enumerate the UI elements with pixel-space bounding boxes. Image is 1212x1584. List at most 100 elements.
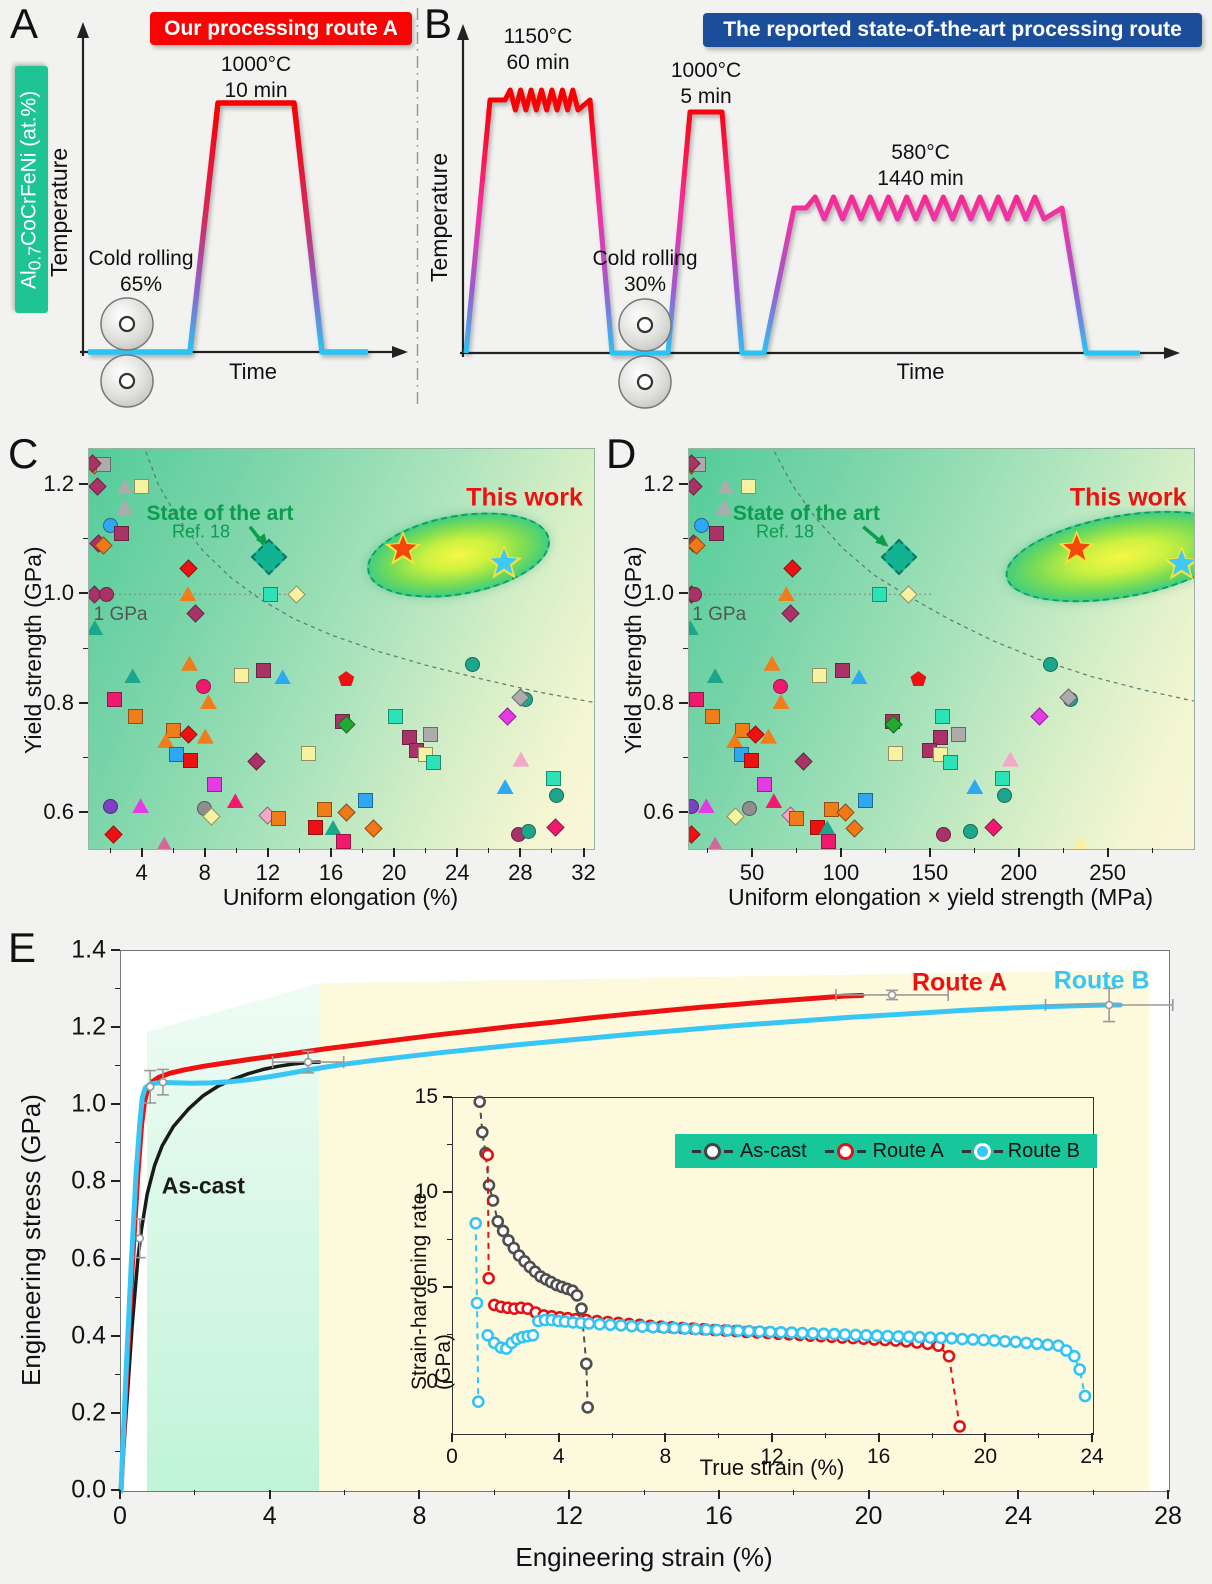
x-minor-tick — [793, 1490, 795, 1495]
x-tick-mark — [1167, 1490, 1169, 1499]
scatter-point — [858, 793, 874, 809]
y-minor-tick — [683, 647, 688, 649]
panel-e-letter: E — [8, 924, 37, 971]
y-tick-label: 0.6 — [643, 799, 674, 825]
scatter-point — [994, 771, 1010, 787]
panel-b-y-axis-label: Temperature — [426, 152, 452, 283]
y-minor-tick — [447, 1143, 452, 1145]
scatter-point — [301, 746, 317, 762]
reference-label: Ref. 18 — [755, 521, 815, 542]
scatter-point — [888, 746, 904, 762]
panel-b-letter: B — [424, 0, 453, 47]
legend-label: Route B — [1007, 1139, 1080, 1162]
this-work-label: This work — [466, 483, 583, 512]
alloy-text: Al0.7CoCrFeNi (at.%) — [17, 90, 45, 289]
step1-temp: 1150°C — [503, 25, 573, 48]
x-tick-mark — [1106, 848, 1109, 857]
x-tick-mark — [717, 1490, 720, 1499]
scatter-point — [740, 479, 756, 495]
y-tick-label: 15 — [414, 1085, 438, 1108]
x-tick-mark — [203, 848, 206, 857]
dash-icon — [723, 1149, 733, 1153]
x-minor-tick — [344, 1490, 346, 1495]
scatter-point — [708, 525, 724, 541]
y-tick-label: 0.8 — [71, 1166, 106, 1195]
legend-label: As-cast — [739, 1139, 807, 1162]
x-tick-mark — [557, 1433, 560, 1442]
cold-rolling-text: Cold rolling — [592, 247, 698, 270]
circle-marker-icon — [836, 1142, 854, 1160]
y-minor-tick — [83, 647, 88, 649]
panel-c-letter: C — [8, 430, 39, 477]
scatter-point — [255, 662, 271, 678]
panel-c-y-axis-label: Yield strength (GPa) — [20, 546, 46, 754]
x-minor-tick — [611, 1433, 613, 1438]
scatter-point — [317, 802, 333, 817]
x-minor-tick — [1062, 848, 1064, 853]
scatter-point — [99, 587, 115, 603]
y-tick-label: 0.2 — [71, 1398, 106, 1427]
circle-marker-icon — [703, 1142, 721, 1160]
one-gpa-label: 1 GPa — [93, 604, 148, 626]
y-minor-tick — [115, 1450, 120, 1452]
x-minor-tick — [718, 1433, 720, 1438]
y-tick-label: 10 — [414, 1179, 438, 1203]
scatter-point — [307, 819, 323, 835]
x-tick-label: 4 — [552, 1445, 565, 1468]
y-tick-mark — [79, 811, 88, 814]
x-minor-tick — [425, 848, 427, 853]
scatter-point — [102, 798, 118, 814]
scatter-point — [549, 787, 565, 803]
step2-time: 5 min — [680, 85, 732, 109]
panel-b-x-axis-label: Time — [896, 359, 945, 384]
y-tick-label: 0.6 — [71, 1244, 106, 1273]
y-tick-label: 1.0 — [43, 580, 74, 606]
y-minor-tick — [115, 1142, 120, 1144]
y-minor-tick — [115, 988, 120, 990]
scatter-point — [336, 834, 352, 849]
x-minor-tick — [1151, 848, 1153, 853]
dash-icon — [824, 1149, 834, 1153]
y-minor-tick — [83, 537, 88, 539]
cold-rolling-pct: 30% — [623, 273, 667, 297]
x-tick-label: 24 — [1080, 1445, 1104, 1468]
panel-b-cold-rolling-label: Cold rolling 30% — [570, 246, 720, 299]
panel-a-anneal-label: 1000°C 10 min — [176, 52, 336, 105]
x-minor-tick — [488, 848, 490, 853]
x-tick-mark — [456, 848, 459, 857]
x-tick-label: 16 — [318, 860, 344, 885]
x-tick-mark — [867, 1490, 870, 1499]
y-tick-label: 0.8 — [643, 689, 674, 715]
panel-e-x-axis-label: Engineering strain (%) — [515, 1542, 773, 1572]
yellow-shaded-region — [319, 969, 1149, 1491]
scatter-point — [788, 811, 804, 827]
x-tick-label: 32 — [571, 860, 596, 885]
green-shaded-region — [147, 983, 319, 1491]
x-tick-mark — [268, 1490, 271, 1499]
y-tick-mark — [111, 1180, 120, 1183]
scatter-point — [263, 587, 279, 603]
panel-a-letter: A — [10, 0, 39, 47]
scatter-point — [545, 771, 561, 787]
panel-d-overlay — [689, 451, 1194, 702]
scatter-point — [962, 823, 978, 839]
step1-time: 60 min — [506, 51, 570, 75]
y-tick-label: 5 — [426, 1274, 438, 1298]
x-tick-label: 16 — [866, 1445, 891, 1468]
x-tick-mark — [984, 1433, 987, 1442]
x-tick-label: 8 — [198, 860, 211, 885]
x-tick-mark — [1017, 848, 1020, 857]
dash-icon — [856, 1149, 866, 1153]
x-tick-mark — [266, 848, 269, 857]
y-tick-label: 1.2 — [643, 470, 674, 496]
anneal-time: 10 min — [224, 79, 288, 103]
y-tick-mark — [679, 592, 688, 595]
scatter-point — [689, 798, 699, 814]
y-minor-tick — [115, 1219, 120, 1221]
scatter-point — [520, 823, 536, 839]
x-tick-label: 150 — [911, 860, 949, 885]
x-minor-tick — [298, 848, 300, 853]
panel-b-step1-label: 1150°C 60 min — [458, 24, 618, 77]
x-tick-label: 24 — [445, 860, 470, 885]
